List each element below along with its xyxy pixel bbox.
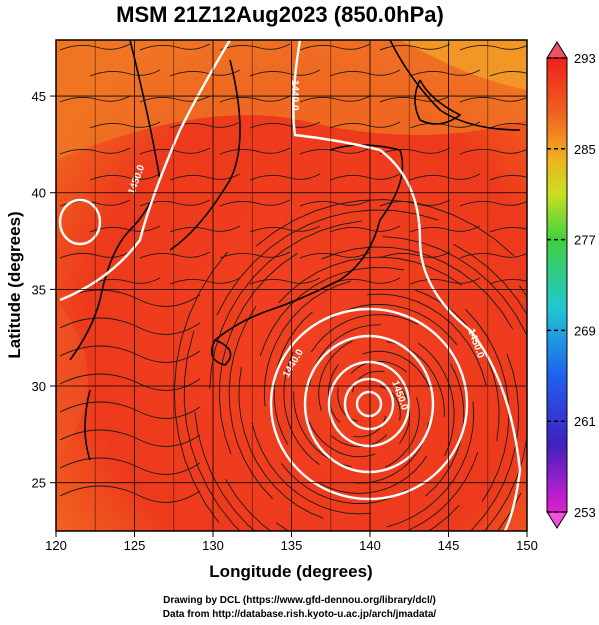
longitude-tick-label: 120 bbox=[45, 538, 67, 553]
height-contours bbox=[58, 40, 522, 531]
credit-drawing: Drawing by DCL (https://www.gfd-dennou.o… bbox=[163, 595, 436, 606]
longitude-tick-label: 140 bbox=[359, 538, 381, 553]
colorbar: 293 285 277 269 261 253 bbox=[546, 41, 596, 529]
longitude-tick-label: 125 bbox=[124, 538, 146, 553]
colorbar-tick-label: 261 bbox=[574, 414, 596, 429]
longitude-tick-label: 150 bbox=[516, 538, 538, 553]
latitude-tick-label: 40 bbox=[32, 186, 46, 201]
longitude-tick-label: 135 bbox=[281, 538, 303, 553]
longitude-axis: 120 125 130 135 140 145 150 bbox=[45, 531, 538, 553]
map-figure: 1440.0 1450.0 1440.0 1450.0 1450.0 120 12… bbox=[5, 39, 596, 581]
latitude-tick-label: 45 bbox=[32, 89, 46, 104]
x-axis-title: Longitude (degrees) bbox=[209, 562, 372, 581]
credit-data: Data from http://database.rish.kyoto-u.a… bbox=[162, 609, 437, 620]
colorbar-tick-label: 253 bbox=[574, 505, 596, 520]
longitude-tick-label: 145 bbox=[438, 538, 460, 553]
latitude-tick-label: 25 bbox=[32, 476, 46, 491]
y-axis-title: Latitude (degrees) bbox=[5, 211, 24, 358]
credits: Drawing by DCL (https://www.gfd-dennou.o… bbox=[0, 594, 599, 622]
colorbar-scale bbox=[546, 57, 568, 513]
latitude-axis: 25 30 35 40 45 bbox=[32, 89, 56, 491]
colorbar-top-arrow bbox=[546, 41, 568, 59]
contour-label: 1440.0 bbox=[289, 80, 300, 111]
latitude-tick-label: 35 bbox=[32, 282, 46, 297]
colorbar-tick-label: 285 bbox=[574, 142, 596, 157]
colorbar-tick-label: 277 bbox=[574, 233, 596, 248]
colorbar-bottom-arrow bbox=[546, 511, 568, 529]
lat-lon-grid bbox=[56, 40, 527, 531]
latitude-tick-label: 30 bbox=[32, 379, 46, 394]
colorbar-tick-label: 293 bbox=[574, 51, 596, 66]
map-title: MSM 21Z12Aug2023 (850.0hPa) bbox=[116, 2, 444, 27]
longitude-tick-label: 130 bbox=[202, 538, 224, 553]
colorbar-tick-label: 269 bbox=[574, 323, 596, 338]
